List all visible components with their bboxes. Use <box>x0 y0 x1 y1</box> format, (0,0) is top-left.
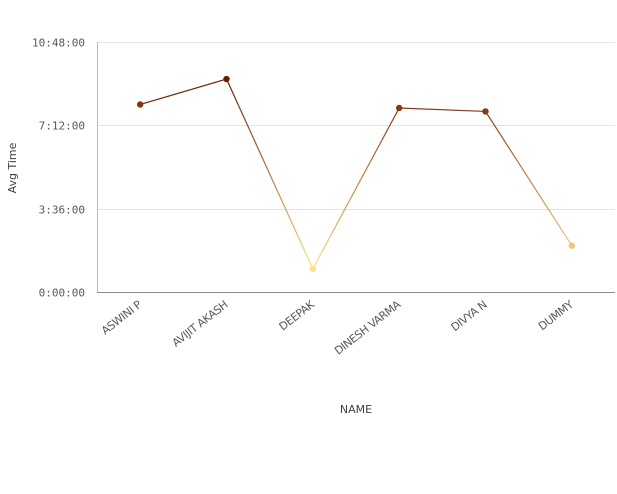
line-segment <box>399 107 486 113</box>
y-tick-label: 3:36:00 <box>39 204 85 217</box>
series-points <box>136 75 576 273</box>
data-point[interactable] <box>482 108 489 115</box>
series-line <box>139 78 573 270</box>
line-segment <box>312 107 400 270</box>
x-tick-label: DEEPAK <box>277 297 318 333</box>
x-tick-label: AVIJIT AKASH <box>170 298 231 349</box>
x-tick-label: DUMMY <box>536 298 576 333</box>
line-segment <box>139 78 227 106</box>
gridlines <box>97 42 615 210</box>
y-axis-title: Avg Time <box>6 142 19 193</box>
line-segment <box>225 78 314 270</box>
x-tick-label: DINESH VARMA <box>332 298 404 358</box>
x-tick-labels: ASWINI P AVIJIT AKASH DEEPAK DINESH VARMA DI… <box>99 297 576 357</box>
data-point[interactable] <box>136 101 144 108</box>
data-point[interactable] <box>223 75 230 83</box>
y-tick-labels: 0:00:00 3:36:00 7:12:00 10:48:00 <box>32 37 85 300</box>
data-point[interactable] <box>395 104 403 112</box>
x-tick-label: DIVYA N <box>449 298 490 334</box>
line-segment <box>484 111 573 247</box>
data-point[interactable] <box>568 242 576 249</box>
y-tick-label: 10:48:00 <box>32 37 85 50</box>
y-tick-label: 0:00:00 <box>39 287 85 300</box>
data-point[interactable] <box>309 265 317 273</box>
x-axis-title: NAME <box>340 403 372 416</box>
axes <box>97 42 615 293</box>
x-tick-label: ASWINI P <box>99 298 145 338</box>
y-tick-label: 7:12:00 <box>39 120 85 133</box>
